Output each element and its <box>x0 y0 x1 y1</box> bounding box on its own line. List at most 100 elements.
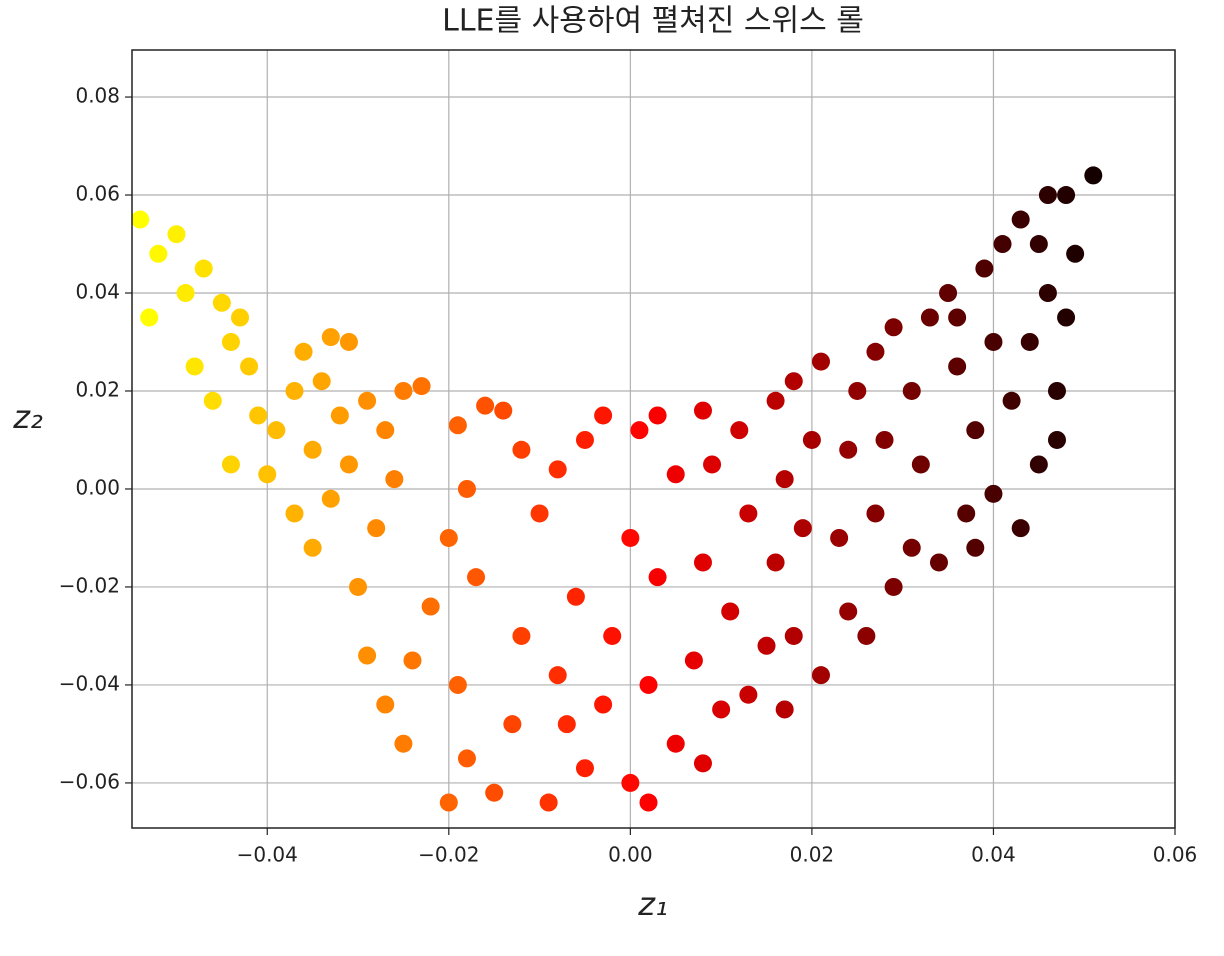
point <box>902 381 921 400</box>
point <box>594 406 613 425</box>
point <box>603 626 622 645</box>
point <box>848 381 867 400</box>
point <box>394 381 413 400</box>
point <box>948 308 967 327</box>
point <box>648 406 667 425</box>
point <box>793 519 812 538</box>
point <box>1047 430 1066 449</box>
point <box>884 318 903 337</box>
point <box>339 455 358 474</box>
point <box>839 602 858 621</box>
point <box>1029 235 1048 254</box>
x-tick-label: 0.00 <box>608 843 653 867</box>
y-tick-label: 0.00 <box>75 475 120 499</box>
y-tick-label: −0.04 <box>59 671 120 695</box>
point <box>784 372 803 391</box>
point <box>594 695 613 714</box>
point <box>666 465 685 484</box>
point <box>693 553 712 572</box>
point <box>448 416 467 435</box>
point <box>984 332 1003 351</box>
point <box>140 308 159 327</box>
plot-frame <box>131 49 1176 829</box>
point <box>403 651 422 670</box>
point <box>957 504 976 523</box>
point <box>966 538 985 557</box>
x-tick-label: 0.02 <box>790 843 835 867</box>
point <box>920 308 939 327</box>
point <box>485 783 504 802</box>
y-tick-label: 0.06 <box>75 182 120 206</box>
point <box>421 597 440 616</box>
point <box>857 626 876 645</box>
point <box>1002 391 1021 410</box>
y-axis-label: z₂ <box>12 398 43 436</box>
point <box>376 695 395 714</box>
point <box>1057 308 1076 327</box>
point <box>929 553 948 572</box>
point <box>203 391 222 410</box>
point <box>730 421 749 440</box>
point <box>1066 244 1085 263</box>
point <box>630 421 649 440</box>
y-tick-label: −0.06 <box>59 769 120 793</box>
point <box>948 357 967 376</box>
point <box>557 715 576 734</box>
point <box>1047 381 1066 400</box>
point <box>231 308 250 327</box>
point <box>294 342 313 361</box>
point <box>385 470 404 489</box>
point <box>548 666 567 685</box>
point <box>285 504 304 523</box>
point <box>993 235 1012 254</box>
x-tick-label: 0.06 <box>1153 843 1198 867</box>
point <box>621 528 640 547</box>
point <box>494 401 513 420</box>
point <box>757 636 776 655</box>
point <box>811 666 830 685</box>
point <box>830 528 849 547</box>
y-tick-label: 0.02 <box>75 377 120 401</box>
point <box>575 430 594 449</box>
point <box>221 455 240 474</box>
point <box>721 602 740 621</box>
point <box>1084 166 1103 185</box>
point <box>467 568 486 587</box>
point <box>339 332 358 351</box>
point <box>258 465 277 484</box>
point <box>132 210 150 229</box>
point <box>693 401 712 420</box>
point <box>221 332 240 351</box>
point <box>330 406 349 425</box>
point <box>439 793 458 812</box>
point <box>249 406 268 425</box>
point <box>321 328 340 347</box>
point <box>167 225 186 244</box>
point <box>267 421 286 440</box>
point <box>1029 455 1048 474</box>
point <box>739 685 758 704</box>
point <box>784 626 803 645</box>
point <box>866 342 885 361</box>
point <box>693 754 712 773</box>
points <box>132 166 1103 812</box>
point <box>639 675 658 694</box>
x-tick-label: 0.04 <box>971 843 1016 867</box>
point <box>975 259 994 278</box>
point <box>240 357 259 376</box>
point <box>884 577 903 596</box>
point <box>766 391 785 410</box>
point <box>1011 210 1030 229</box>
point <box>766 553 785 572</box>
point <box>566 587 585 606</box>
point <box>448 675 467 694</box>
point <box>775 700 794 719</box>
point <box>548 460 567 479</box>
point <box>939 284 958 303</box>
point <box>639 793 658 812</box>
y-tick-label: −0.02 <box>59 573 120 597</box>
point <box>703 455 722 474</box>
point <box>666 734 685 753</box>
point <box>457 479 476 498</box>
point <box>303 538 322 557</box>
